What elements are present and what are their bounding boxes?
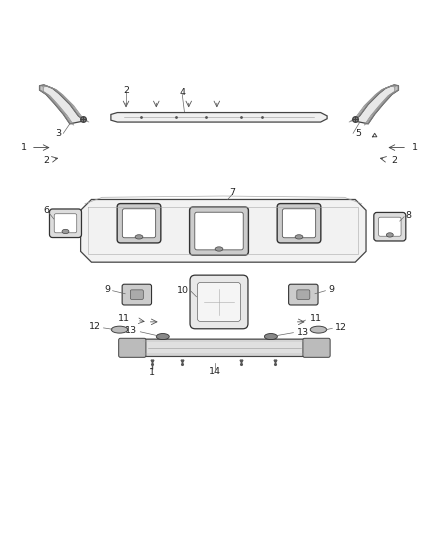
Text: 2: 2 bbox=[391, 156, 397, 165]
FancyBboxPatch shape bbox=[195, 212, 243, 250]
FancyBboxPatch shape bbox=[289, 284, 318, 305]
Text: 8: 8 bbox=[405, 211, 411, 220]
FancyBboxPatch shape bbox=[122, 209, 155, 238]
Text: 9: 9 bbox=[328, 285, 334, 294]
Ellipse shape bbox=[295, 235, 303, 239]
FancyBboxPatch shape bbox=[119, 338, 146, 357]
Text: 9: 9 bbox=[104, 285, 110, 294]
Ellipse shape bbox=[62, 229, 69, 233]
Text: 14: 14 bbox=[208, 367, 221, 376]
Ellipse shape bbox=[156, 334, 169, 340]
FancyBboxPatch shape bbox=[131, 290, 143, 300]
FancyBboxPatch shape bbox=[297, 290, 310, 300]
Ellipse shape bbox=[135, 235, 143, 239]
Text: 11: 11 bbox=[118, 314, 131, 323]
FancyBboxPatch shape bbox=[49, 209, 81, 238]
Polygon shape bbox=[81, 199, 366, 262]
Ellipse shape bbox=[386, 233, 393, 237]
FancyBboxPatch shape bbox=[198, 282, 240, 321]
FancyBboxPatch shape bbox=[122, 284, 152, 305]
Text: 13: 13 bbox=[125, 326, 137, 335]
FancyBboxPatch shape bbox=[374, 213, 406, 241]
FancyBboxPatch shape bbox=[190, 207, 248, 255]
Polygon shape bbox=[353, 85, 399, 124]
Text: 11: 11 bbox=[310, 314, 322, 323]
FancyBboxPatch shape bbox=[117, 204, 161, 243]
Text: 2: 2 bbox=[123, 86, 129, 94]
Ellipse shape bbox=[265, 334, 277, 340]
Text: 7: 7 bbox=[229, 189, 235, 198]
Text: 2: 2 bbox=[43, 156, 49, 165]
Text: 1: 1 bbox=[149, 368, 155, 377]
Polygon shape bbox=[111, 112, 327, 122]
Text: 13: 13 bbox=[297, 328, 309, 337]
FancyBboxPatch shape bbox=[283, 209, 316, 238]
Text: 1: 1 bbox=[411, 143, 417, 152]
Text: 5: 5 bbox=[355, 129, 361, 138]
Text: 4: 4 bbox=[179, 88, 185, 97]
Text: 6: 6 bbox=[43, 206, 49, 215]
Text: 3: 3 bbox=[55, 129, 61, 138]
FancyBboxPatch shape bbox=[303, 338, 330, 357]
FancyBboxPatch shape bbox=[378, 217, 401, 236]
Polygon shape bbox=[39, 85, 85, 124]
FancyBboxPatch shape bbox=[54, 214, 77, 233]
FancyBboxPatch shape bbox=[190, 275, 248, 329]
Text: 12: 12 bbox=[89, 322, 101, 330]
Ellipse shape bbox=[310, 326, 327, 333]
Text: 1: 1 bbox=[21, 143, 27, 152]
Text: 10: 10 bbox=[177, 286, 189, 295]
Text: 12: 12 bbox=[335, 322, 347, 332]
Ellipse shape bbox=[215, 247, 223, 251]
Polygon shape bbox=[122, 339, 327, 357]
Ellipse shape bbox=[111, 326, 128, 333]
FancyBboxPatch shape bbox=[277, 204, 321, 243]
